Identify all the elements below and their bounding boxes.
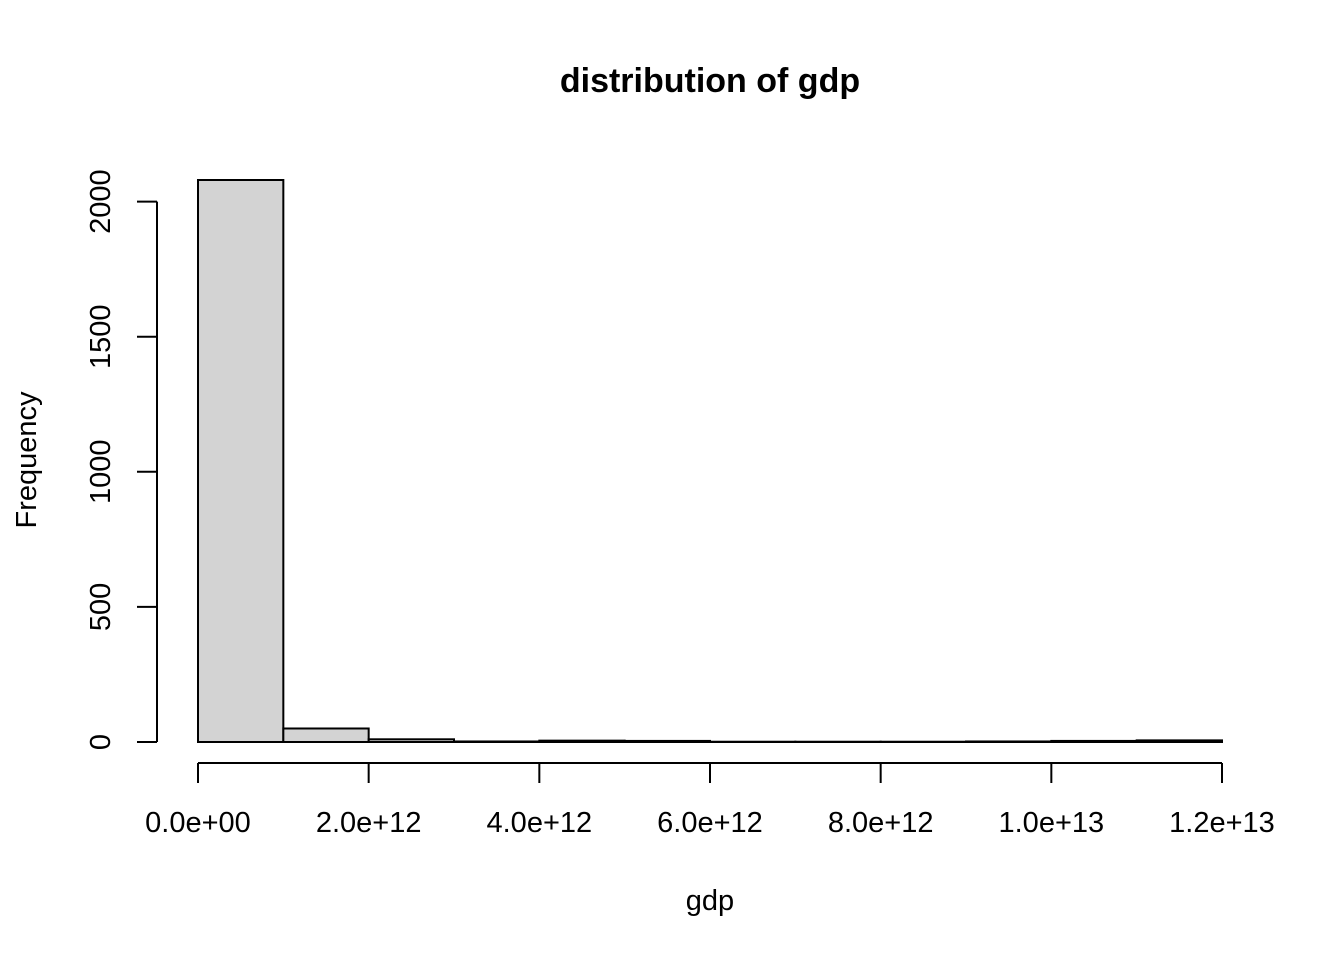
x-axis: 0.0e+00 2.0e+12 4.0e+12 6.0e+12 8.0e+12 1.0e+… xyxy=(145,763,1275,839)
x-tick-label-5: 1.0e+13 xyxy=(999,807,1105,839)
y-axis: 0 500 1000 1500 2000 xyxy=(85,169,157,750)
x-tick-label-4: 8.0e+12 xyxy=(828,807,934,839)
x-axis-label: gdp xyxy=(686,885,734,917)
y-tick-label-3: 1500 xyxy=(85,304,117,369)
y-tick-label-1: 500 xyxy=(85,583,117,631)
y-tick-label-4: 2000 xyxy=(85,169,117,234)
x-tick-label-6: 1.2e+13 xyxy=(1169,807,1275,839)
histogram-bars xyxy=(198,180,1222,742)
x-tick-label-2: 4.0e+12 xyxy=(487,807,593,839)
histogram-bar-10 xyxy=(1051,741,1136,742)
x-tick-label-1: 2.0e+12 xyxy=(316,807,422,839)
histogram-bar-9 xyxy=(966,741,1051,742)
chart-title: distribution of gdp xyxy=(560,62,860,100)
histogram-bar-2 xyxy=(369,739,454,742)
histogram-bar-5 xyxy=(625,741,710,742)
y-axis-label: Frequency xyxy=(11,391,43,529)
y-tick-label-2: 1000 xyxy=(85,440,117,505)
x-tick-label-0: 0.0e+00 xyxy=(145,807,251,839)
histogram-bar-1 xyxy=(283,728,368,742)
histogram-bar-4 xyxy=(539,741,624,742)
histogram-bar-3 xyxy=(454,741,539,742)
y-tick-label-0: 0 xyxy=(85,734,117,750)
x-tick-label-3: 6.0e+12 xyxy=(657,807,763,839)
histogram-bar-0 xyxy=(198,180,283,742)
histogram-bar-11 xyxy=(1137,740,1222,742)
